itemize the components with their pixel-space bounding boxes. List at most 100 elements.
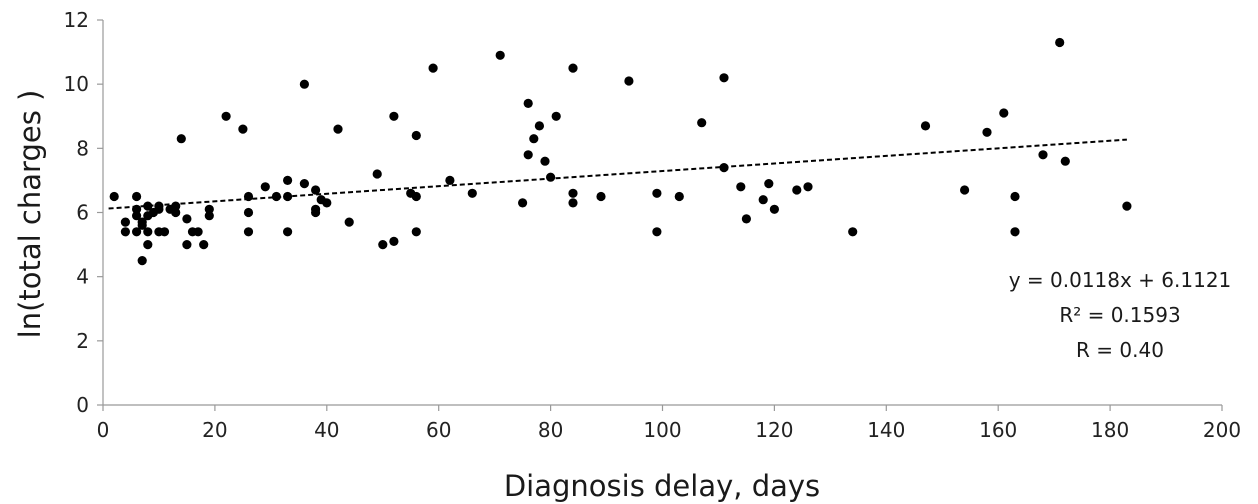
- data-point: [389, 111, 399, 121]
- data-point: [176, 134, 186, 144]
- y-tick-label: 12: [64, 8, 89, 32]
- data-point: [311, 185, 321, 195]
- data-point: [428, 63, 438, 73]
- data-point: [719, 73, 729, 83]
- data-point: [529, 134, 539, 144]
- data-point: [674, 191, 684, 202]
- x-tick-label: 60: [426, 418, 451, 442]
- data-point: [1038, 150, 1048, 160]
- y-tick-label: 10: [64, 72, 89, 96]
- data-point: [523, 98, 533, 108]
- data-point: [182, 214, 192, 224]
- data-point: [758, 195, 768, 205]
- data-point: [109, 191, 119, 202]
- data-point: [803, 182, 813, 192]
- data-point: [999, 108, 1009, 118]
- data-point: [551, 111, 561, 121]
- data-point: [1010, 191, 1020, 202]
- data-point: [792, 185, 802, 195]
- axes: [102, 20, 1222, 406]
- data-point: [624, 76, 634, 86]
- data-point: [137, 256, 147, 266]
- data-point: [299, 79, 309, 89]
- data-point: [238, 124, 248, 134]
- data-point: [243, 207, 254, 218]
- data-point: [132, 211, 142, 221]
- y-tick-label: 0: [76, 393, 89, 417]
- r-label: R = 0.40: [1076, 338, 1164, 362]
- x-tick-label: 0: [97, 418, 110, 442]
- y-tick-label: 6: [76, 201, 89, 225]
- data-point: [982, 127, 992, 137]
- y-tick-label: 2: [76, 329, 89, 353]
- data-point: [132, 191, 142, 202]
- data-point: [199, 240, 209, 250]
- x-tick-label: 40: [314, 418, 339, 442]
- data-point: [568, 63, 578, 73]
- data-point: [769, 204, 780, 214]
- data-point: [120, 217, 130, 227]
- x-tick-label: 20: [202, 418, 227, 442]
- data-point: [260, 182, 270, 192]
- data-point: [741, 214, 752, 224]
- data-point: [568, 188, 578, 198]
- data-point: [652, 227, 662, 237]
- r-squared-label: R² = 0.1593: [1059, 303, 1180, 327]
- data-point: [960, 185, 970, 195]
- data-point: [204, 211, 214, 221]
- data-point: [372, 169, 382, 179]
- data-point: [411, 191, 421, 202]
- data-point: [137, 220, 147, 230]
- data-point: [171, 201, 181, 211]
- data-points: [109, 37, 1132, 266]
- data-point: [204, 204, 214, 214]
- x-tick-label: 120: [755, 418, 793, 442]
- data-point: [243, 227, 254, 237]
- data-point: [333, 124, 343, 134]
- data-point: [652, 188, 662, 198]
- data-point: [389, 236, 399, 246]
- data-point: [299, 179, 309, 189]
- data-point: [132, 227, 142, 237]
- data-point: [411, 227, 421, 237]
- data-point: [848, 227, 858, 237]
- trendline: [108, 138, 1127, 210]
- data-point: [523, 150, 533, 160]
- y-tick-label: 8: [76, 136, 89, 160]
- data-point: [311, 207, 321, 218]
- data-point: [411, 130, 421, 141]
- x-tick-label: 200: [1203, 418, 1241, 442]
- y-tick-label: 4: [76, 265, 89, 289]
- data-point: [283, 175, 293, 185]
- data-point: [467, 188, 477, 198]
- data-point: [920, 121, 931, 131]
- y-axis-title: ln(total charges ): [13, 90, 47, 339]
- regression-equation: y = 0.0118x + 6.1121: [1009, 268, 1232, 292]
- data-point: [1122, 201, 1132, 211]
- x-tick-label: 180: [1091, 418, 1129, 442]
- data-point: [1010, 227, 1020, 237]
- x-tick-label: 140: [867, 418, 905, 442]
- data-point: [764, 179, 774, 189]
- data-point: [171, 207, 181, 218]
- data-point: [568, 198, 578, 208]
- data-point: [143, 227, 153, 237]
- data-point: [540, 156, 550, 166]
- data-point: [283, 227, 293, 237]
- x-tick-label: 160: [979, 418, 1017, 442]
- x-tick-label: 100: [643, 418, 681, 442]
- data-point: [1060, 156, 1070, 166]
- data-point: [546, 172, 556, 182]
- y-axis-ticks: 0 2 4 6 8 10 12: [64, 8, 103, 417]
- data-point: [143, 201, 153, 211]
- x-axis-ticks: 0 20 40 60 80 100 120 140 160 180 200: [97, 405, 1241, 442]
- data-point: [193, 227, 203, 237]
- data-point: [1055, 37, 1065, 48]
- data-point: [445, 175, 455, 185]
- data-point: [495, 50, 505, 60]
- data-point: [736, 182, 746, 192]
- data-point: [344, 217, 354, 227]
- data-point: [120, 227, 130, 237]
- data-point: [143, 240, 153, 250]
- data-point: [154, 204, 164, 214]
